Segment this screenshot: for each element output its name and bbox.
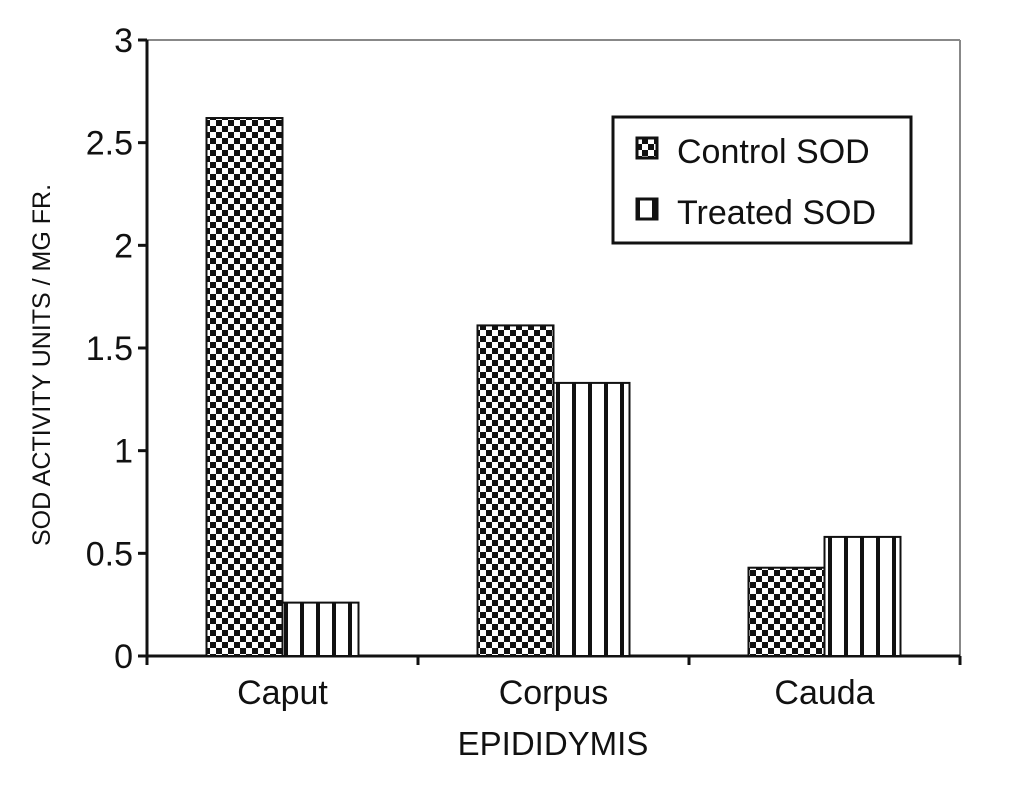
y-tick-label: 2 bbox=[114, 227, 133, 265]
legend: Control SOD Treated SOD bbox=[611, 115, 913, 245]
legend-swatch-treated bbox=[635, 197, 659, 221]
y-tick-label: 1.5 bbox=[86, 330, 133, 368]
y-tick-label: 3 bbox=[114, 22, 133, 60]
legend-label-treated: Treated SOD bbox=[677, 194, 876, 232]
y-axis: 0 0.5 1 1.5 2 2.5 3 bbox=[86, 22, 147, 676]
y-tick-label: 1 bbox=[114, 433, 133, 471]
y-tick-label: 0 bbox=[114, 638, 133, 676]
y-tick-label: 2.5 bbox=[86, 125, 133, 163]
bar-treated-cauda bbox=[823, 535, 902, 658]
bar-control-caput bbox=[205, 117, 284, 657]
y-axis-label: SOD ACTIVITY UNITS / MG FR. bbox=[28, 184, 56, 546]
x-tick-label: Corpus bbox=[499, 674, 609, 712]
bar-treated-corpus bbox=[552, 381, 631, 657]
bar-control-cauda bbox=[747, 566, 826, 657]
legend-label-control: Control SOD bbox=[677, 133, 870, 171]
legend-swatch-control bbox=[635, 136, 659, 160]
x-tick-label: Caput bbox=[237, 674, 328, 712]
y-tick-label: 0.5 bbox=[86, 535, 133, 573]
bars bbox=[205, 117, 902, 658]
legend-box bbox=[611, 115, 913, 245]
x-tick-label: Cauda bbox=[774, 674, 874, 712]
x-axis: Caput Corpus Cauda bbox=[145, 656, 962, 712]
bar-control-corpus bbox=[476, 324, 555, 657]
bar-treated-caput bbox=[281, 601, 360, 658]
x-axis-label: EPIDIDYMIS bbox=[458, 725, 649, 762]
